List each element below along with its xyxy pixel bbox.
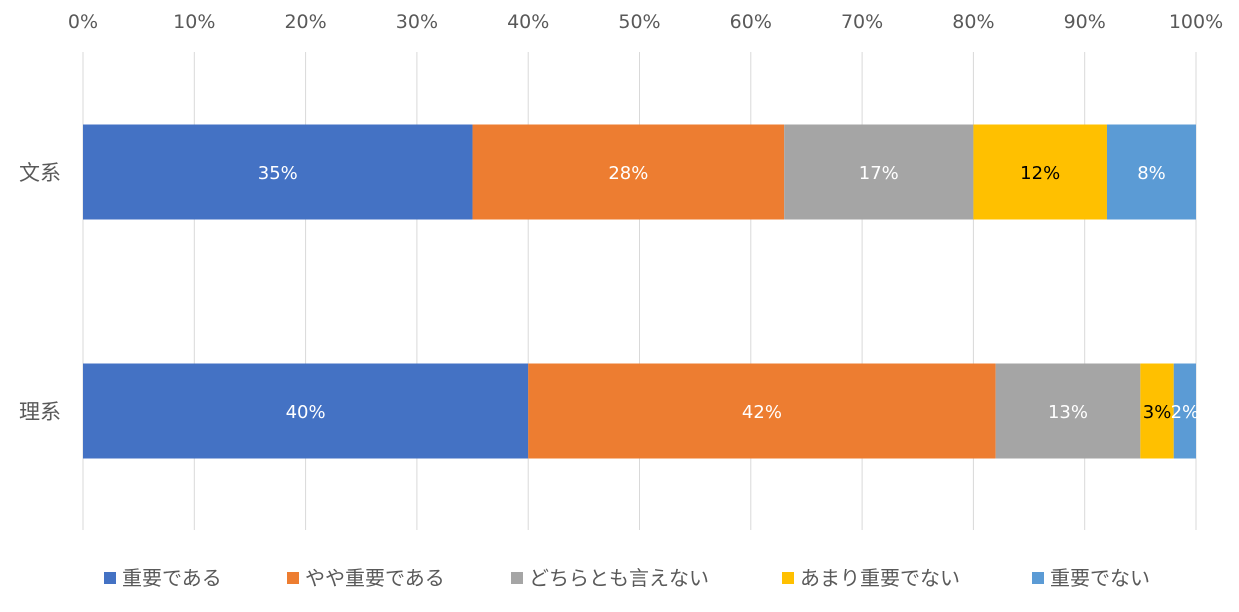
x-tick-label: 0% — [68, 11, 98, 33]
legend-swatch — [511, 572, 523, 584]
x-tick-label: 10% — [173, 11, 215, 33]
legend: 重要である やや重要である どちらとも言えない あまり重要でない 重要でない — [104, 566, 1150, 590]
data-label: 28% — [608, 163, 648, 184]
x-tick-label: 100% — [1169, 11, 1223, 33]
data-label: 2% — [1171, 402, 1200, 423]
data-label: 17% — [859, 163, 899, 184]
x-tick-label: 70% — [841, 11, 883, 33]
bar-segment — [1106, 124, 1196, 220]
bar-segment — [528, 363, 996, 459]
bar-segment — [83, 124, 473, 220]
category-label: 理系 — [19, 400, 61, 424]
data-labels: 35% 28% 17% 12% 8% 40% 42% 13% 3% 2% — [258, 163, 1199, 423]
legend-swatch — [287, 572, 299, 584]
x-tick-label: 90% — [1064, 11, 1106, 33]
bar-segment — [1140, 363, 1174, 459]
category-label: 文系 — [19, 161, 61, 185]
bar-segment — [784, 124, 974, 220]
x-axis-tick-labels: 0% 10% 20% 30% 40% 50% 60% 70% 80% 90% 100% — [68, 11, 1223, 33]
x-tick-label: 60% — [730, 11, 772, 33]
bar-segment — [472, 124, 785, 220]
x-tick-label: 30% — [396, 11, 438, 33]
legend-label: 重要でない — [1050, 566, 1150, 590]
data-label: 35% — [258, 163, 298, 184]
legend-swatch — [1032, 572, 1044, 584]
x-tick-label: 50% — [618, 11, 660, 33]
bar-segment — [973, 124, 1107, 220]
legend-label: あまり重要でない — [800, 566, 960, 590]
legend-swatch — [782, 572, 794, 584]
x-tick-label: 40% — [507, 11, 549, 33]
x-tick-label: 20% — [284, 11, 326, 33]
data-label: 12% — [1020, 163, 1060, 184]
data-label: 40% — [286, 402, 326, 423]
bar-segment — [83, 363, 529, 459]
bar-segment — [995, 363, 1141, 459]
data-label: 8% — [1137, 163, 1166, 184]
data-label: 13% — [1048, 402, 1088, 423]
data-label: 3% — [1143, 402, 1172, 423]
legend-label: どちらとも言えない — [529, 566, 709, 590]
x-tick-label: 80% — [952, 11, 994, 33]
legend-swatch — [104, 572, 116, 584]
data-label: 42% — [742, 402, 782, 423]
bars — [83, 124, 1196, 459]
legend-label: 重要である — [122, 566, 222, 590]
legend-label: やや重要である — [305, 566, 445, 590]
bar-segment — [1173, 363, 1196, 459]
